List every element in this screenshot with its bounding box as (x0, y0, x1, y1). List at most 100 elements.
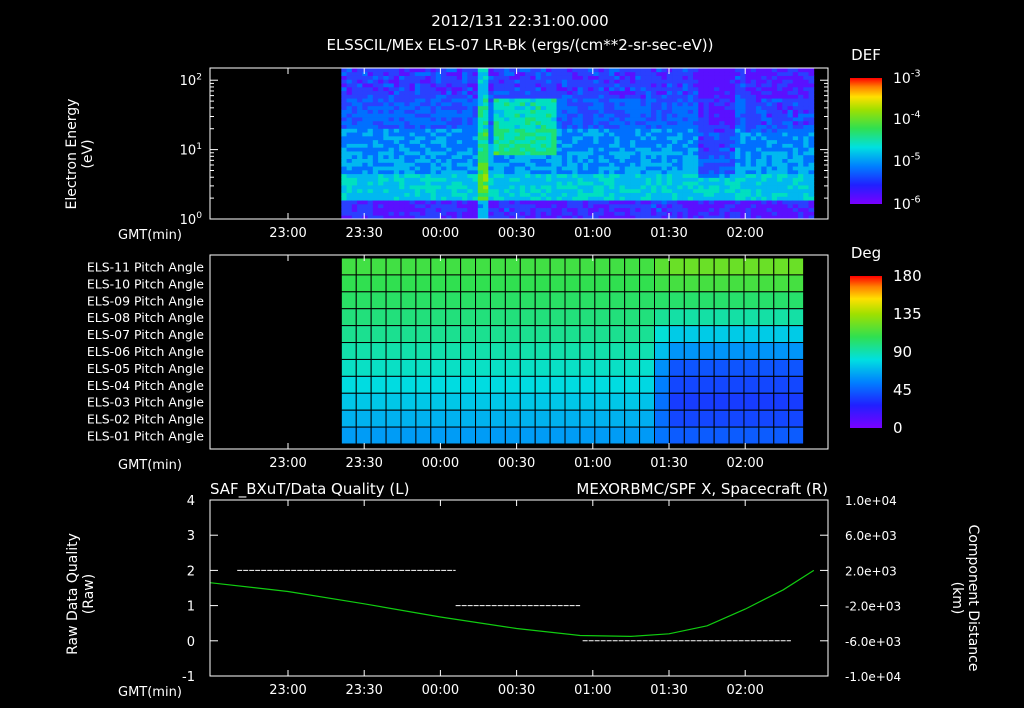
energy-cell (619, 158, 626, 163)
energy-cell (367, 203, 374, 209)
energy-cell (703, 166, 710, 171)
energy-cell (367, 71, 374, 76)
energy-cell (530, 101, 536, 107)
energy-cell (483, 158, 489, 163)
pitch-cell (773, 375, 790, 394)
energy-cell (661, 177, 668, 182)
energy-cell (635, 200, 641, 205)
energy-cell (703, 143, 710, 148)
energy-cell (614, 94, 620, 99)
pitch-cell (698, 392, 715, 411)
energy-cell (603, 166, 610, 171)
energy-cell (756, 173, 762, 178)
energy-cell (598, 185, 605, 190)
energy-cell (756, 90, 762, 95)
energy-cell (687, 128, 694, 133)
energy-cell (593, 101, 599, 107)
energy-cell (635, 203, 641, 209)
pitch-cell (683, 257, 700, 276)
energy-cell (645, 181, 652, 186)
pitch-cell (594, 308, 611, 327)
energy-cell (698, 203, 704, 209)
energy-cell (577, 68, 584, 73)
energy-cell (404, 135, 410, 141)
energy-cell (546, 101, 552, 107)
energy-cell (803, 128, 809, 133)
energy-cell (519, 207, 526, 212)
energy-cell (661, 173, 668, 178)
energy-cell (635, 105, 641, 110)
energy-cell (635, 162, 641, 167)
energy-cell (750, 132, 757, 137)
energy-cell (561, 94, 568, 99)
energy-cell (677, 90, 683, 95)
energy-cell (556, 177, 563, 182)
energy-cell (766, 105, 773, 110)
energy-cell (367, 181, 374, 186)
energy-cell (372, 139, 379, 144)
energy-cell (609, 162, 615, 167)
energy-cell (399, 158, 405, 163)
energy-cell (672, 128, 678, 133)
energy-cell (656, 166, 662, 171)
energy-cell (682, 117, 689, 122)
energy-cell (425, 154, 431, 159)
energy-cell (771, 200, 778, 205)
pitch-cell (460, 257, 477, 276)
energy-cell (393, 86, 400, 92)
energy-cell (477, 101, 484, 107)
energy-cell (483, 166, 489, 171)
energy-cell (383, 135, 389, 141)
pitch-cell (385, 291, 402, 310)
energy-cell (735, 181, 741, 186)
energy-cell (614, 200, 620, 205)
energy-cell (803, 113, 809, 118)
pitch-cell (639, 409, 656, 428)
energy-cell (551, 166, 557, 171)
energy-cell (656, 211, 662, 216)
energy-cell (420, 169, 426, 175)
energy-cell (787, 68, 794, 73)
pitch-cell (728, 274, 745, 293)
energy-cell (472, 128, 479, 133)
energy-cell (609, 124, 615, 129)
energy-cell (656, 215, 662, 220)
energy-cell (693, 154, 699, 159)
energy-cell (546, 128, 552, 133)
energy-cell (672, 124, 678, 129)
energy-cell (672, 177, 678, 182)
energy-cell (740, 203, 746, 209)
energy-cell (766, 68, 773, 73)
pitch-cell (370, 291, 387, 310)
energy-cell (719, 147, 725, 152)
energy-cell (519, 185, 526, 190)
energy-cell (624, 185, 631, 190)
energy-cell (672, 207, 678, 212)
energy-cell (514, 68, 521, 73)
energy-cell (724, 124, 731, 129)
energy-cell (519, 132, 526, 137)
energy-cell (519, 105, 526, 110)
energy-cell (808, 196, 815, 201)
energy-cell (514, 75, 521, 80)
energy-cell (556, 98, 563, 103)
energy-cell (635, 113, 641, 118)
energy-cell (792, 90, 799, 95)
energy-cell (393, 139, 400, 144)
energy-cell (703, 200, 710, 205)
pitch-cell (773, 308, 790, 327)
energy-cell (761, 90, 767, 95)
energy-cell (777, 109, 783, 114)
energy-cell (766, 200, 773, 205)
energy-cell (430, 139, 437, 144)
energy-cell (456, 135, 463, 141)
energy-cell (488, 98, 494, 103)
energy-cell (645, 203, 652, 209)
energy-cell (540, 71, 547, 76)
energy-cell (362, 151, 368, 156)
energy-cell (724, 185, 731, 190)
energy-cell (750, 203, 757, 209)
energy-cell (462, 151, 468, 156)
energy-cell (504, 151, 510, 156)
energy-cell (651, 177, 657, 182)
